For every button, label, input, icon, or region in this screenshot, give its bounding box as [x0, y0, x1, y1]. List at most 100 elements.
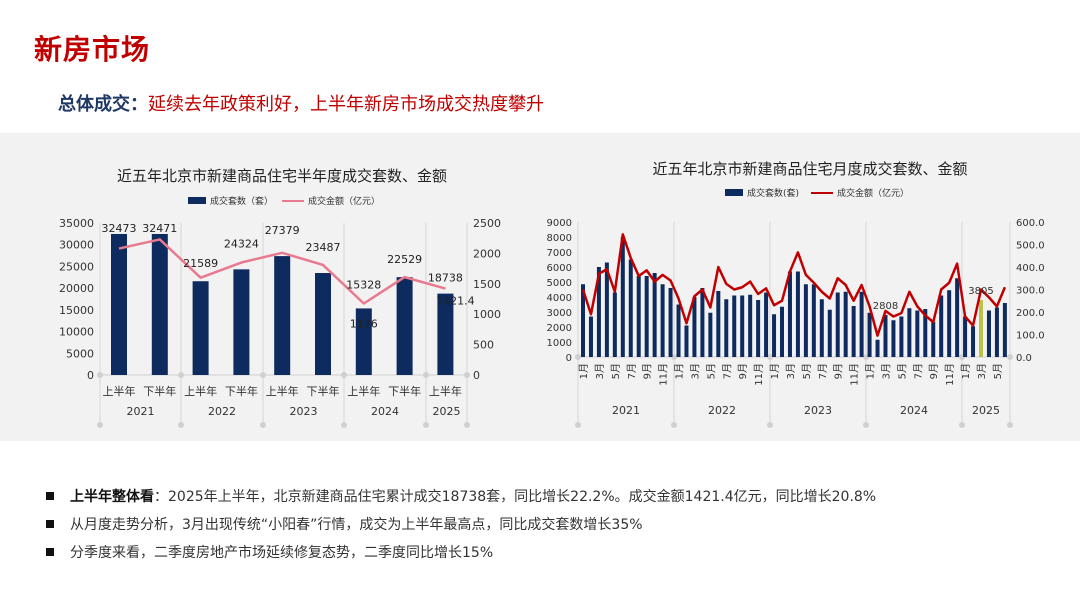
bar-data-label: 15328 — [346, 278, 381, 291]
axis-dot — [178, 422, 184, 428]
page-title: 新房市场 — [34, 33, 151, 66]
x-category-label: 上半年 — [184, 384, 217, 398]
bar — [620, 237, 625, 357]
x-month-label: 11月 — [753, 363, 765, 386]
line-data-label: 1421.4 — [436, 295, 475, 308]
bar — [596, 267, 601, 357]
bar — [963, 316, 968, 357]
y-right-tick: 2000 — [473, 247, 501, 260]
y-left-tick: 0 — [566, 353, 572, 364]
bar — [835, 292, 840, 357]
x-year-label: 2025 — [972, 404, 1000, 417]
bar — [907, 308, 912, 357]
y-left-tick: 20000 — [59, 282, 94, 295]
x-month-label: 7月 — [912, 363, 924, 379]
bar — [931, 321, 936, 357]
bar — [588, 316, 593, 357]
x-month-label: 5月 — [992, 363, 1004, 379]
bar — [676, 304, 681, 357]
bar — [986, 310, 991, 357]
bar — [396, 277, 413, 375]
bar — [692, 297, 697, 357]
bar — [979, 299, 983, 357]
bar — [827, 309, 832, 357]
x-year-label: 2023 — [290, 405, 318, 418]
bullet-square-icon — [46, 492, 54, 500]
subtitle-text: 延续去年政策利好，上半年新房市场成交热度攀升 — [148, 94, 544, 115]
chart-title: 近五年北京市新建商品住宅半年度成交套数、金额 — [117, 167, 447, 185]
bullet-square-icon — [46, 548, 54, 556]
bar — [636, 276, 641, 357]
axis-dot — [341, 422, 347, 428]
bar — [795, 271, 800, 357]
bar — [939, 295, 944, 357]
bar-data-label: 21589 — [183, 257, 218, 270]
y-left-tick: 5000 — [547, 278, 572, 289]
bar-data-label: 32473 — [102, 222, 137, 235]
legend-bar-swatch — [725, 189, 743, 196]
x-month-label: 5月 — [705, 363, 717, 379]
y-right-tick: 0 — [473, 369, 480, 382]
subtitle: 总体成交：延续去年政策利好，上半年新房市场成交热度攀升 — [58, 90, 544, 116]
bar — [192, 281, 209, 375]
axis-dot — [863, 422, 869, 428]
legend-bar-label: 成交套数（套） — [210, 195, 273, 207]
bar — [955, 278, 960, 357]
x-month-label: 9月 — [642, 363, 654, 379]
bar — [740, 295, 745, 357]
x-month-label: 9月 — [928, 363, 940, 379]
legend-line-label: 成交金额（亿元） — [308, 195, 380, 207]
x-year-label: 2022 — [208, 405, 236, 418]
bar — [764, 292, 769, 357]
y-right-tick: 2500 — [473, 217, 501, 230]
bar — [772, 314, 777, 357]
bar-data-label: 32471 — [142, 222, 177, 235]
bar — [971, 326, 976, 357]
x-month-label: 3月 — [976, 363, 988, 379]
x-year-label: 2024 — [371, 405, 399, 418]
axis-dot — [97, 422, 103, 428]
y-right-tick: 200.0 — [1016, 308, 1045, 319]
x-category-label: 下半年 — [307, 384, 340, 398]
y-right-tick: 300.0 — [1016, 286, 1045, 297]
bullet-bold: 上半年整体看 — [70, 489, 154, 505]
x-month-label: 3月 — [785, 363, 797, 379]
bullet-list: 上半年整体看 ：2025年上半年，北京新建商品住宅累计成交18738套，同比增长2… — [46, 482, 876, 566]
axis-dot — [575, 422, 581, 428]
bullet-item: 分季度来看，二季度房地产市场延续修复态势，二季度同比增长15% — [46, 538, 876, 566]
axis-dot — [767, 422, 773, 428]
axis-dot — [260, 422, 266, 428]
bar — [915, 310, 920, 357]
x-year-label: 2025 — [433, 405, 461, 418]
bar — [787, 271, 792, 357]
bar — [604, 262, 609, 357]
x-month-label: 9月 — [833, 363, 845, 379]
bullet-item: 上半年整体看 ：2025年上半年，北京新建商品住宅累计成交18738套，同比增长2… — [46, 482, 876, 510]
bar — [355, 308, 372, 375]
subtitle-key: 总体成交： — [58, 94, 148, 115]
x-category-label: 上半年 — [266, 384, 299, 398]
bar — [732, 295, 737, 357]
y-left-tick: 35000 — [59, 217, 94, 230]
bar — [923, 309, 928, 357]
y-left-tick: 25000 — [59, 260, 94, 273]
x-month-label: 5月 — [896, 363, 908, 379]
bullet-square-icon — [46, 520, 54, 528]
x-year-label: 2022 — [708, 404, 736, 417]
x-month-label: 1月 — [865, 363, 877, 379]
bar-data-label: 2808 — [873, 301, 898, 312]
bar — [644, 276, 649, 357]
bar — [111, 233, 127, 375]
bar — [811, 284, 816, 357]
bar-data-label: 18738 — [428, 272, 463, 285]
x-category-label: 下半年 — [388, 384, 421, 398]
y-left-tick: 5000 — [66, 347, 94, 360]
bar — [843, 291, 848, 357]
x-month-label: 3月 — [594, 363, 606, 379]
y-right-tick: 1500 — [473, 278, 501, 291]
bar-data-label: 22529 — [387, 253, 422, 266]
y-left-tick: 3000 — [547, 308, 572, 319]
bar — [716, 291, 721, 357]
bar — [437, 293, 454, 375]
